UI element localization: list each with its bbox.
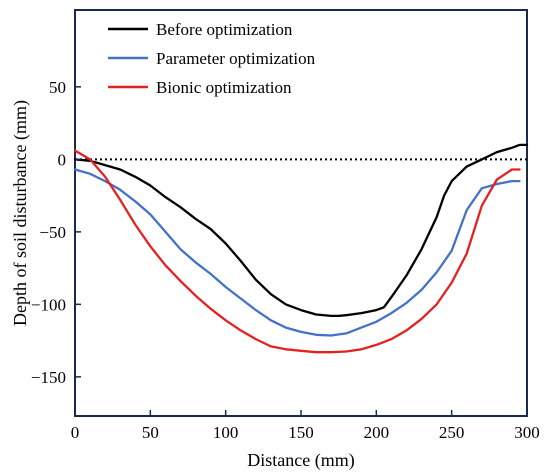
y-tick-label: 0: [58, 150, 67, 169]
x-tick-label: 150: [288, 423, 314, 442]
x-tick-label: 250: [439, 423, 465, 442]
legend-label-3: Bionic optimization: [156, 78, 292, 97]
x-axis-title: Distance (mm): [247, 450, 354, 471]
x-tick-label: 200: [364, 423, 390, 442]
x-tick-label: 300: [514, 423, 540, 442]
y-tick-label: −150: [31, 368, 66, 387]
series-line-2: [73, 168, 521, 337]
y-tick-label: −50: [39, 223, 66, 242]
x-tick-label: 0: [71, 423, 80, 442]
legend-label-2: Parameter optimization: [156, 49, 316, 68]
axis-ticks: 0 50 100 150 200 250 300 50 0 −50 −100 −150: [31, 78, 540, 442]
series-line-3: [73, 149, 521, 354]
legend-label-1: Before optimization: [156, 20, 293, 39]
plot-frame: [74, 9, 528, 417]
y-tick-label: 50: [49, 78, 66, 97]
x-tick-label: 50: [142, 423, 159, 442]
y-tick-label: −100: [31, 295, 66, 314]
series-layer: [73, 143, 529, 354]
legend: Before optimization Parameter optimizatio…: [108, 20, 316, 97]
x-tick-label: 100: [213, 423, 239, 442]
y-axis-title: Depth of soil disturbance (mm): [10, 100, 31, 326]
series-line-1: [73, 143, 529, 318]
